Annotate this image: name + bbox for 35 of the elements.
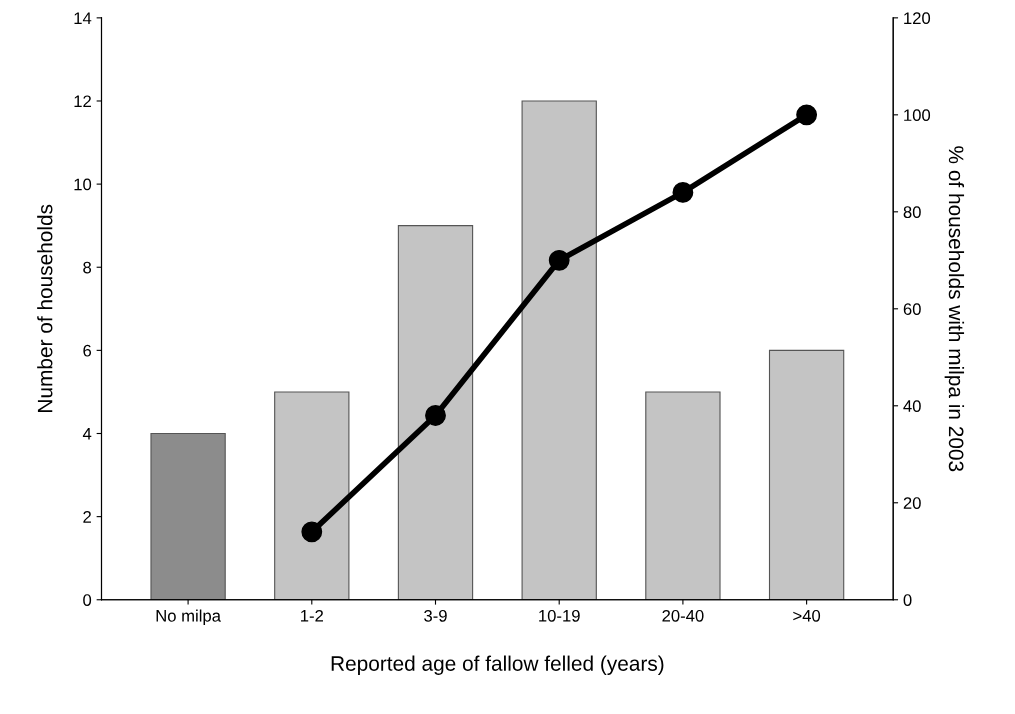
bar [768,349,845,600]
bar [521,100,597,600]
y2-tick-label: 20 [903,497,921,509]
y2-tick-label: 0 [903,594,912,606]
point [301,521,323,543]
y2-tick-label: 80 [903,206,921,219]
point [672,182,694,203]
y-tick-label: 6 [83,344,92,357]
point [796,104,818,126]
y-tick-label: 12 [74,95,91,108]
bar [150,432,226,600]
y-tick-label: 4 [82,428,92,440]
point [548,249,570,271]
bar [397,225,474,600]
bar [274,391,350,600]
y2-tick-label: 40 [903,400,921,412]
y2-axis-title: % of households with milpa in 2003 [944,146,965,472]
y-tick-label: 2 [83,511,91,523]
y2-tick-label: 120 [904,12,931,25]
y2-tick-label: 60 [903,303,921,316]
y-tick-label: 8 [83,261,92,274]
y2-tick-label: 100 [904,109,931,122]
x-tick-label: 10-19 [539,609,580,622]
y-tick-label: 0 [83,594,92,606]
x-tick-label: >40 [793,609,821,622]
bar [645,391,721,600]
y-tick-label: 10 [74,178,92,191]
x-tick-label: 1-2 [301,609,323,622]
x-tick-label: No milpa [156,609,221,626]
point [425,405,446,426]
y-axis-title: Number of households [37,204,53,412]
x-tick-label: 3-9 [424,609,447,622]
x-tick-label: 20-40 [662,609,704,622]
x-axis-title: Reported age of fallow felled (years) [331,655,664,675]
y-tick-label: 14 [74,12,92,24]
